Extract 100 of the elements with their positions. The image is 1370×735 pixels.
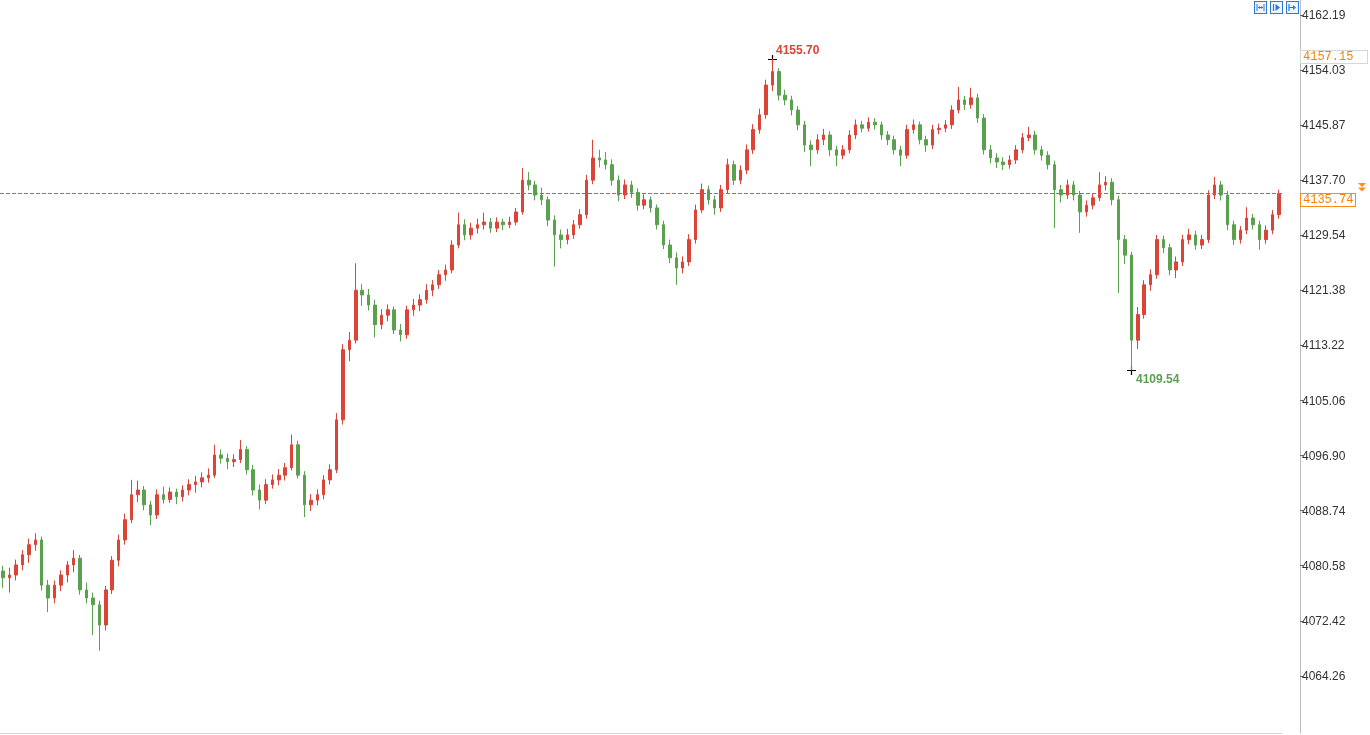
candlestick: [437, 269, 441, 290]
candlestick: [1078, 190, 1082, 234]
candlestick: [566, 228, 569, 245]
candlestick: [27, 538, 31, 564]
candlestick: [213, 444, 216, 479]
candlestick: [168, 486, 172, 504]
candlestick: [1, 565, 5, 589]
candlestick: [790, 95, 793, 116]
candlestick: [72, 549, 75, 573]
y-tick-label: 4129.54: [1302, 228, 1346, 243]
candlestick: [469, 222, 473, 241]
candlestick: [1187, 228, 1191, 245]
candlestick: [1117, 195, 1120, 294]
candlestick: [585, 174, 588, 220]
candlestick: [598, 149, 601, 168]
candlestick: [21, 549, 24, 571]
candlestick: [309, 493, 313, 512]
candlestick: [937, 123, 941, 135]
candlestick: [40, 536, 43, 592]
candlestick: [226, 453, 229, 470]
candlestick: [1194, 230, 1197, 251]
candlestick: [1219, 180, 1223, 201]
candlestick: [899, 145, 902, 167]
candlestick: [495, 216, 499, 233]
candlestick: [617, 174, 620, 202]
candlestick: [1098, 171, 1101, 202]
candlestick: [892, 135, 896, 156]
candlestick: [431, 279, 434, 297]
candlestick: [245, 445, 249, 475]
candlestick: [187, 478, 191, 496]
candlestick: [123, 513, 127, 546]
candlestick: [1258, 220, 1261, 251]
candlestick: [694, 204, 697, 245]
candlestick: [1239, 225, 1242, 245]
candlestick: [1014, 144, 1018, 165]
candlestick: [924, 135, 928, 153]
candlestick: [501, 218, 505, 231]
candlestick: [162, 486, 165, 505]
candlestick: [130, 479, 133, 524]
y-tick-label: 4113.22: [1302, 338, 1345, 353]
candlestick: [348, 331, 351, 362]
candlestick: [142, 485, 146, 511]
candlestick: [1104, 175, 1107, 191]
candlestick: [1053, 160, 1056, 229]
candlestick: [636, 187, 640, 212]
candlestick: [783, 89, 787, 106]
candlestick: [1162, 235, 1165, 254]
candlestick: [662, 220, 665, 250]
candlestick: [328, 463, 332, 486]
candlestick: [1149, 268, 1152, 292]
candlestick: [700, 183, 704, 214]
candlestick: [1033, 130, 1037, 156]
candlestick: [46, 579, 50, 613]
candlestick: [591, 139, 595, 185]
candlestick: [508, 216, 511, 229]
y-tick-label: 4145.87: [1302, 118, 1346, 133]
candlestick: [98, 600, 101, 652]
candlestick: [578, 208, 582, 230]
candlestick: [14, 559, 18, 581]
candlestick: [457, 212, 460, 249]
candlestick: [66, 560, 69, 583]
candlestick: [726, 158, 729, 194]
candlestick: [200, 471, 204, 488]
y-tick-label: 4088.74: [1302, 503, 1346, 518]
candlestick: [867, 116, 870, 133]
candlestick: [104, 585, 108, 631]
candlestick: [751, 123, 755, 155]
candlestick: [251, 464, 255, 496]
candlestick: [1174, 255, 1178, 279]
candlestick: [668, 239, 672, 264]
candlestick: [296, 440, 300, 480]
candlestick: [732, 160, 736, 186]
candlestick: [425, 283, 428, 305]
candlestick: [771, 58, 774, 92]
candlestick: [1066, 179, 1069, 200]
text: 4109.54: [1136, 372, 1180, 386]
candlestick: [880, 120, 883, 141]
candlestick: [1091, 192, 1095, 210]
candlestick: [290, 434, 293, 471]
candlestick: [1142, 279, 1146, 320]
candlestick: [604, 151, 607, 170]
candlestick: [1040, 145, 1043, 162]
y-tick-label: 4162.19: [1302, 7, 1346, 22]
candlestick: [1168, 243, 1172, 276]
candlestick: [963, 95, 966, 111]
candlestick: [207, 467, 210, 484]
candlestick: [514, 207, 518, 226]
candlestick: [1001, 156, 1005, 171]
candlestick: [764, 79, 768, 120]
candlestick: [117, 534, 120, 567]
ref-line-label: 4135.74: [1300, 193, 1357, 207]
candlestick: [380, 308, 383, 330]
candlestick: [687, 233, 691, 267]
candlestick: [1277, 189, 1281, 220]
candlestick: [1155, 234, 1159, 280]
candlestick: [777, 67, 781, 102]
candlestick: [675, 251, 678, 286]
candlestick: [848, 129, 851, 154]
candlestick: [78, 554, 82, 596]
y-tick-label: 4072.42: [1302, 613, 1346, 628]
